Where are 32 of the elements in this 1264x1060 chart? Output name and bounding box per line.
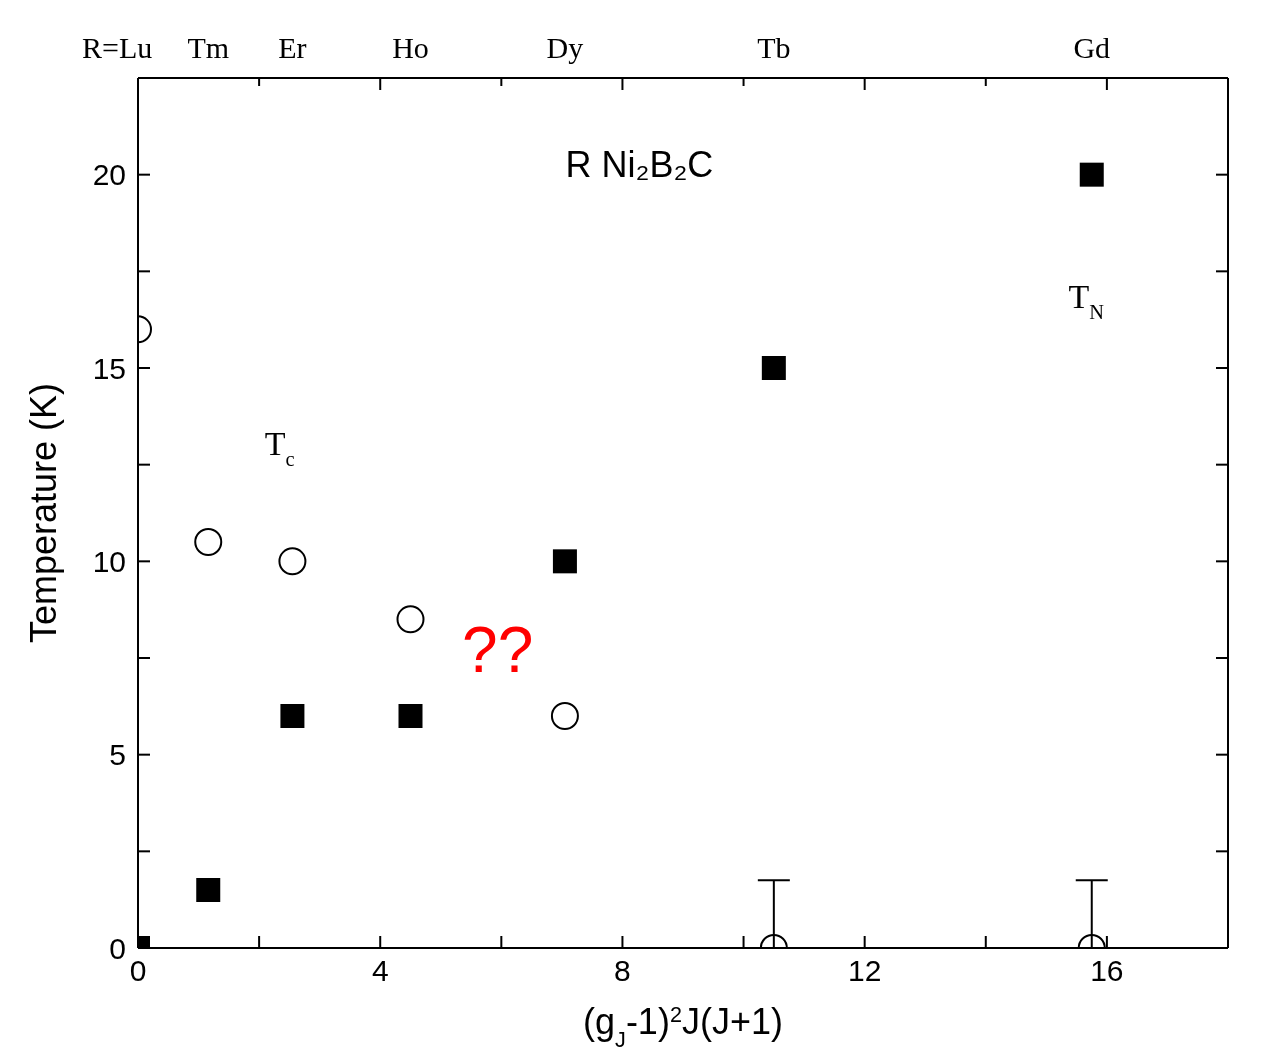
point xyxy=(761,356,786,380)
text: Ho xyxy=(392,31,429,64)
annotation: R Ni₂B₂C xyxy=(565,144,714,185)
point xyxy=(1079,162,1104,187)
annotation: ?? xyxy=(462,614,534,687)
annotation: T$_{N}$ xyxy=(1068,277,1105,323)
y-tick-label: 20 xyxy=(92,158,126,192)
text: Er xyxy=(278,31,307,64)
text: Gd xyxy=(1073,31,1111,64)
y-tick-label: 15 xyxy=(92,351,126,385)
annotation: T$_{c}$ xyxy=(264,425,295,471)
point xyxy=(396,605,425,634)
point xyxy=(550,702,579,730)
point xyxy=(278,547,307,576)
x-tick-label: 12 xyxy=(847,954,882,988)
y-tick-label: 10 xyxy=(92,544,126,578)
y-tick-label: 0 xyxy=(109,931,126,965)
x-tick-label: 4 xyxy=(371,954,389,988)
x-tick-label: 16 xyxy=(1090,954,1124,988)
text: Dy xyxy=(546,31,584,64)
point xyxy=(194,528,223,556)
y-axis-title: Temperature (K) xyxy=(23,382,64,644)
point xyxy=(280,704,305,728)
point xyxy=(398,704,423,728)
text: Tm xyxy=(187,31,230,64)
point xyxy=(552,549,577,574)
text: Tb xyxy=(757,31,791,64)
x-axis-title: (g$_{J}$-1)$^{2}$J(J+1) xyxy=(583,1001,783,1052)
point xyxy=(196,878,221,902)
y-tick-label: 5 xyxy=(109,738,126,772)
x-tick-label: 8 xyxy=(614,954,631,988)
text: R=Lu xyxy=(82,31,153,64)
